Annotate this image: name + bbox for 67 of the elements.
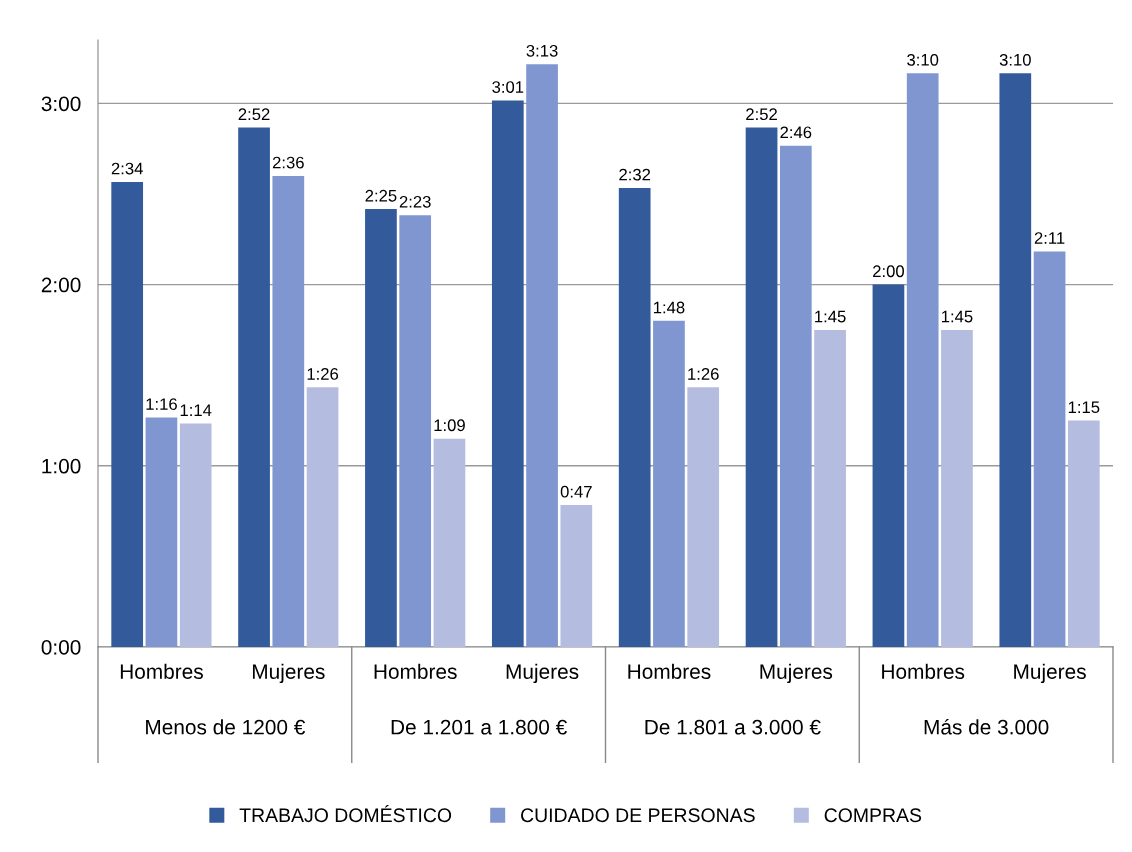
text: Más de 3.000 xyxy=(924,718,1049,735)
bar xyxy=(111,181,144,647)
x-tick-label: Mujeres xyxy=(506,663,579,684)
y-tick-label: 3:00 xyxy=(41,96,81,112)
x-tick-label: Hombres xyxy=(120,663,203,679)
data-label: 3:10 xyxy=(907,53,939,66)
data-label: 1:09 xyxy=(434,419,465,432)
bar xyxy=(1033,251,1066,647)
data-label: 1:45 xyxy=(942,310,973,323)
bar xyxy=(145,417,178,647)
legend-label: COMPRAS xyxy=(824,808,922,823)
text: Menos de 1200 € xyxy=(146,719,306,735)
bar xyxy=(941,329,973,647)
bar xyxy=(687,387,720,647)
y-tick-label: 1:00 xyxy=(42,458,81,474)
legend-label: TRABAJO DOMÉSTICO xyxy=(239,805,452,823)
data-label: 2:25 xyxy=(365,189,397,202)
bar xyxy=(238,127,270,647)
x-tick-label: Hombres xyxy=(628,663,711,679)
bar xyxy=(814,329,846,647)
bar xyxy=(179,423,212,647)
bar xyxy=(365,209,397,647)
text: De 1.801 a 3.000 € xyxy=(645,719,821,735)
x-tick-label: Mujeres xyxy=(760,663,833,684)
bar xyxy=(491,100,524,647)
bar xyxy=(272,175,305,647)
data-label: 1:16 xyxy=(146,398,177,411)
data-label: 1:48 xyxy=(653,301,685,314)
bar xyxy=(906,73,939,647)
bar xyxy=(526,64,558,647)
y-tick-label: 2:00 xyxy=(41,277,81,293)
x-tick-label: Mujeres xyxy=(252,663,325,684)
data-label: 3:13 xyxy=(526,44,558,57)
data-label: 3:01 xyxy=(492,81,524,93)
y-tick-label: 0:00 xyxy=(41,640,81,655)
data-label: 3:10 xyxy=(999,53,1031,66)
bar xyxy=(872,284,905,647)
x-tick-label: Hombres xyxy=(374,663,457,679)
data-label: 2:46 xyxy=(780,126,812,139)
data-label: 1:45 xyxy=(815,310,846,323)
data-label: 2:36 xyxy=(272,156,304,169)
data-label: 2:34 xyxy=(111,162,143,175)
bar xyxy=(779,145,812,647)
bar xyxy=(560,505,593,647)
bar xyxy=(433,438,466,647)
bar xyxy=(745,127,778,647)
data-label: 2:23 xyxy=(399,195,431,208)
x-tick-label: Mujeres xyxy=(1014,663,1086,684)
data-label: 1:15 xyxy=(1068,401,1100,414)
data-label: 2:00 xyxy=(873,265,904,278)
bar xyxy=(1067,420,1100,647)
bar xyxy=(618,187,651,647)
bar xyxy=(399,215,432,647)
data-label: 2:11 xyxy=(1034,232,1065,244)
x-tick-label: Hombres xyxy=(882,663,965,679)
bar xyxy=(999,73,1032,647)
text: De 1.201 a 1.800 € xyxy=(391,719,567,735)
data-label: 1:26 xyxy=(307,368,339,380)
data-label: 2:32 xyxy=(619,168,651,181)
legend-label: CUIDADO DE PERSONAS xyxy=(521,808,755,823)
data-label: 2:52 xyxy=(746,108,777,121)
data-label: 1:26 xyxy=(688,368,719,380)
bar xyxy=(306,387,339,647)
data-label: 2:52 xyxy=(238,108,270,121)
data-label: 1:14 xyxy=(180,404,212,416)
bar xyxy=(653,320,685,647)
data-label: 0:47 xyxy=(560,485,592,498)
